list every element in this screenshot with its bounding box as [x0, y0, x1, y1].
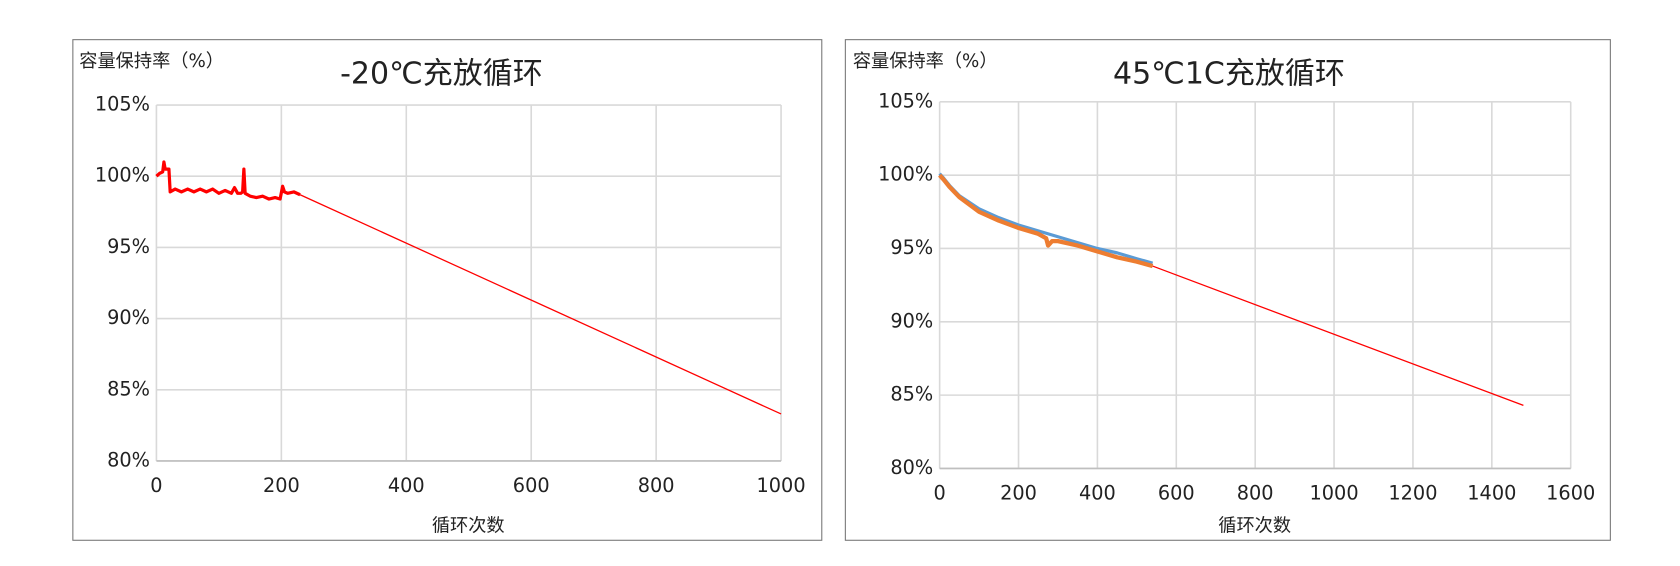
y-tick-label: 105% — [95, 93, 150, 116]
data-line — [938, 173, 1154, 269]
x-tick-label: 0 — [934, 482, 946, 505]
y-tick-label: 80% — [107, 448, 150, 471]
x-tick-label: 1600 — [1546, 482, 1595, 505]
data-line — [155, 160, 301, 201]
y-tick-label: 95% — [890, 236, 933, 259]
chart-title: 45℃1C充放循环 — [1113, 57, 1345, 92]
y-tick-label: 95% — [107, 235, 150, 258]
y-tick-label: 80% — [890, 456, 933, 479]
x-tick-label: 1000 — [757, 474, 806, 497]
x-axis-label: 循环次数 — [1218, 515, 1291, 536]
x-axis-label: 循环次数 — [432, 515, 505, 536]
chart-frame — [844, 39, 1611, 541]
y-tick-label: 90% — [890, 309, 933, 332]
y-axis-label: 容量保持率（%） — [79, 51, 224, 72]
chart-frame — [72, 39, 823, 541]
y-axis-label: 容量保持率（%） — [853, 51, 998, 72]
y-tick-label: 85% — [890, 383, 933, 406]
y-tick-label: 105% — [878, 89, 933, 112]
x-tick-label: 400 — [1079, 482, 1116, 505]
x-tick-label: 0 — [150, 474, 162, 497]
x-tick-label: 200 — [1000, 482, 1037, 505]
data-line — [1152, 265, 1524, 406]
y-tick-label: 100% — [878, 163, 933, 186]
x-tick-label: 600 — [513, 474, 550, 497]
x-tick-label: 1400 — [1467, 482, 1516, 505]
x-tick-label: 400 — [388, 474, 425, 497]
x-tick-label: 1200 — [1388, 482, 1437, 505]
chart-title: -20℃充放循环 — [340, 57, 543, 92]
x-tick-label: 800 — [1237, 482, 1274, 505]
x-tick-label: 1000 — [1310, 482, 1359, 505]
y-tick-label: 85% — [107, 377, 150, 400]
data-line — [299, 194, 782, 415]
y-tick-label: 100% — [95, 164, 150, 187]
x-tick-label: 200 — [263, 474, 300, 497]
x-tick-label: 800 — [638, 474, 675, 497]
y-tick-label: 90% — [107, 306, 150, 329]
x-tick-label: 600 — [1158, 482, 1195, 505]
